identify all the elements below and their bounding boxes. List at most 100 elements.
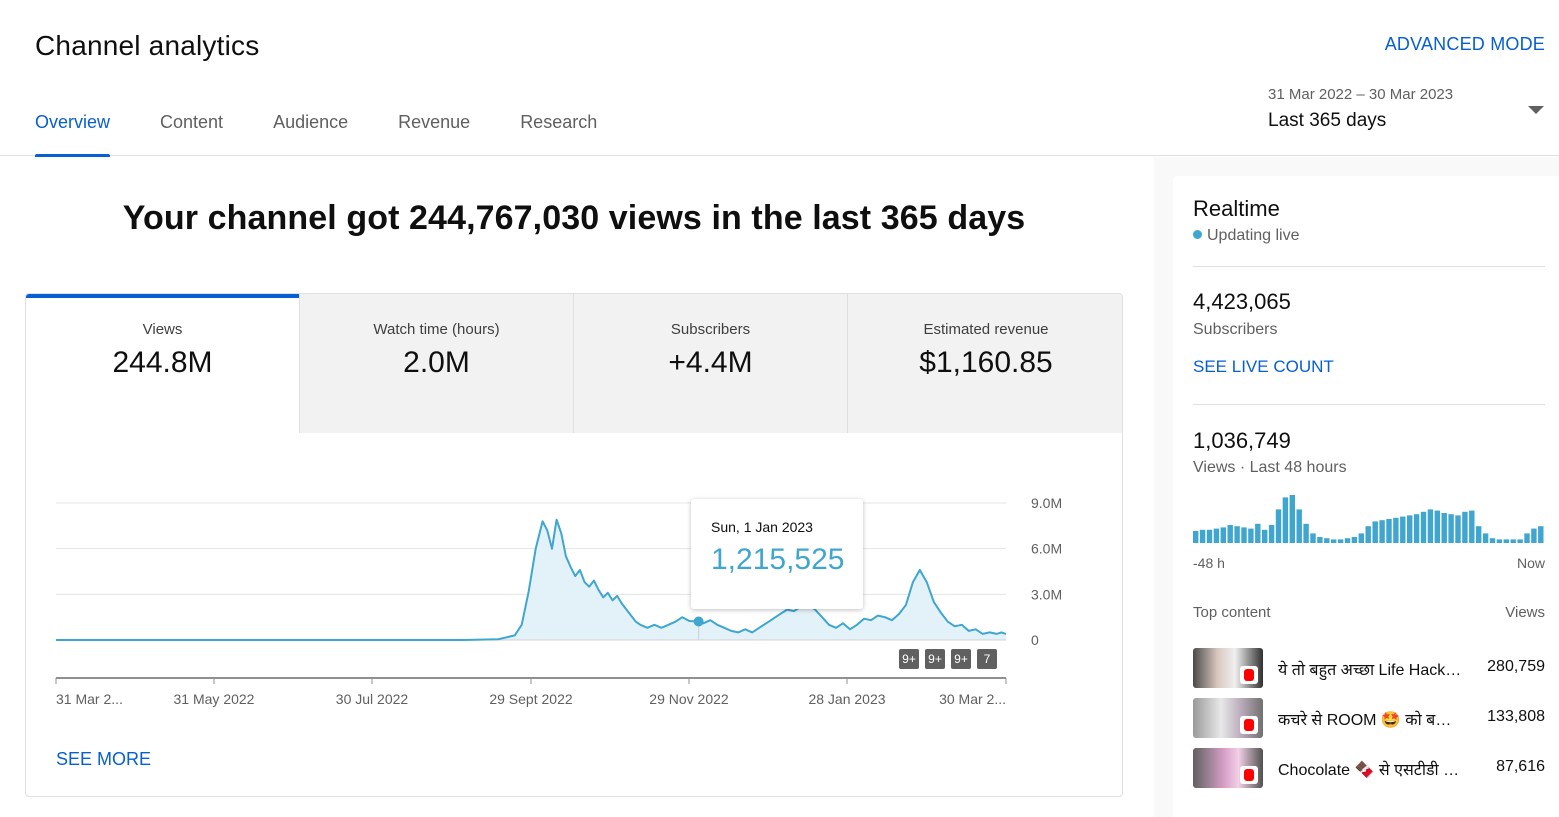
x-tick-label: 29 Sept 2022 [489,691,573,707]
realtime-bar [1282,497,1289,543]
realtime-bar [1448,514,1454,543]
metric-value: +4.4M [668,346,753,379]
page-title: Channel analytics [35,30,260,61]
realtime-bar [1275,509,1282,543]
realtime-bar [1538,526,1544,543]
tab-audience[interactable]: Audience [273,112,349,132]
video-thumbnail [1193,698,1263,738]
see-live-count-link[interactable]: SEE LIVE COUNT [1193,357,1334,376]
see-more-link[interactable]: SEE MORE [56,749,152,769]
top-content-item[interactable]: कचरे से ROOM 🤩 को बना दिया 133,808 [1193,698,1545,738]
realtime-views-count: 1,036,749 [1193,428,1291,453]
overview-main: Your channel got 244,767,030 views in th… [0,157,1154,817]
realtime-bar [1324,538,1330,543]
realtime-bar [1524,533,1530,543]
realtime-bar [1213,528,1220,543]
realtime-bar [1255,523,1261,543]
metric-tab-watch-time[interactable]: Watch time (hours) 2.0M [300,294,574,433]
shorts-icon [1240,766,1258,784]
metric-tab-subscribers[interactable]: Subscribers +4.4M [574,294,848,433]
x-tick-label: 29 Nov 2022 [649,691,729,707]
realtime-bar [1455,515,1461,543]
realtime-bar [1496,539,1503,543]
realtime-bar [1296,509,1302,543]
metrics-card: Views 244.8M Watch time (hours) 2.0M Sub… [25,293,1123,797]
realtime-bar-chart[interactable] [1193,491,1545,543]
views-headline: Your channel got 244,767,030 views in th… [122,199,1026,237]
video-views: 87,616 [1496,758,1545,775]
page-header: Channel analytics ADVANCED MODE Overview… [0,0,1559,158]
advanced-mode-button[interactable]: ADVANCED MODE [1384,34,1545,54]
top-content-item[interactable]: Chocolate 🍫 से एसटीडी कैसे 87,616 [1193,748,1545,788]
tooltip-value: 1,215,525 [711,543,845,576]
metric-tab-revenue[interactable]: Estimated revenue $1,160.85 [848,294,1122,433]
realtime-bar [1199,529,1206,543]
metric-value: $1,160.85 [919,346,1053,379]
subscriber-count: 4,423,065 [1193,289,1291,314]
y-tick-label: 0 [1031,632,1039,648]
realtime-bar [1517,539,1523,543]
video-marker-badge[interactable]: 9+ [899,649,919,669]
x-tick-label: 31 Mar 2... [56,691,123,707]
realtime-bar [1510,539,1516,543]
subscriber-label: Subscribers [1193,321,1278,338]
video-title: Chocolate 🍫 से एसटीडी कैसे [1278,762,1463,779]
y-tick-label: 3.0M [1031,586,1062,602]
realtime-bar [1241,527,1247,543]
metric-tab-views[interactable]: Views 244.8M [26,294,300,433]
live-dot-icon [1193,230,1202,239]
tab-overview[interactable]: Overview [35,112,111,158]
shorts-icon [1240,716,1258,734]
top-content-label: Top content [1193,604,1271,621]
realtime-bar [1386,519,1392,543]
updating-live-status: Updating live [1193,227,1300,245]
realtime-bar [1372,521,1378,543]
realtime-bar [1303,523,1309,543]
caret-down-icon [1528,106,1544,114]
realtime-bar [1358,533,1364,543]
bar-axis-end: Now [1516,555,1545,571]
realtime-bar [1434,510,1440,543]
realtime-bar [1379,520,1385,543]
shorts-icon [1240,666,1258,684]
y-tick-label: 6.0M [1031,541,1062,557]
realtime-bar [1503,539,1509,543]
metric-label: Estimated revenue [923,321,1049,338]
tab-revenue[interactable]: Revenue [398,112,471,132]
realtime-bar [1365,526,1371,543]
realtime-bar [1337,539,1344,543]
realtime-bar [1193,531,1199,543]
tab-bar: Overview Content Audience Revenue Resear… [35,112,647,158]
bar-axis-start: -48 h [1193,555,1225,571]
realtime-card: Realtime Updating live 4,423,065 Subscri… [1173,176,1559,817]
realtime-bar [1400,516,1406,543]
video-title: ये तो बहुत अच्छा Life Hack है 😱 [1278,662,1463,679]
metric-value: 2.0M [403,346,470,379]
views-chart[interactable]: 0 3.0M 6.0M 9.0M 31 Mar 2... 31 May 2022 30 Ju… [26,433,1123,733]
realtime-bar [1489,538,1496,543]
divider [1193,266,1545,267]
realtime-bar [1331,539,1337,543]
realtime-bar [1427,509,1434,543]
realtime-bar [1482,533,1489,543]
realtime-bar [1407,515,1413,543]
realtime-bar [1476,526,1482,543]
video-marker-badge[interactable]: 9+ [951,649,971,669]
date-range-selector[interactable]: 31 Mar 2022 – 30 Mar 2023 Last 365 days [1268,86,1548,132]
top-content-item[interactable]: ये तो बहुत अच्छा Life Hack है 😱 280,759 [1193,648,1545,688]
realtime-bar [1351,537,1358,543]
realtime-bar [1420,511,1427,543]
realtime-views-label: Views · Last 48 hours [1193,459,1347,476]
realtime-bar [1317,537,1323,543]
video-marker-badge[interactable]: 7 [977,649,997,669]
tab-content[interactable]: Content [160,112,224,132]
metric-label: Subscribers [670,321,751,338]
realtime-bar [1268,525,1275,543]
realtime-bar [1413,514,1420,543]
x-tick-label: 30 Mar 2... [939,691,1006,707]
realtime-bar [1310,533,1316,543]
y-tick-label: 9.0M [1031,495,1062,511]
video-marker-badge[interactable]: 9+ [925,649,945,669]
tab-research[interactable]: Research [520,112,598,132]
